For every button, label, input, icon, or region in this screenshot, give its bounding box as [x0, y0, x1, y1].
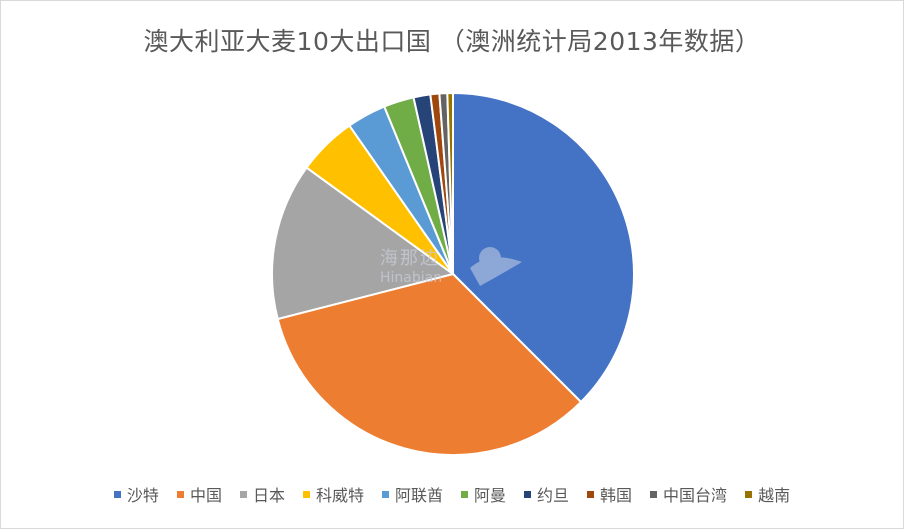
legend-swatch — [302, 490, 310, 498]
legend-label: 科威特 — [315, 486, 364, 505]
pie-slice-1 — [276, 272, 583, 456]
legend-item-1: 中国 — [176, 482, 222, 506]
legend-swatch — [524, 490, 532, 498]
pie-slices — [271, 91, 636, 456]
watermark-en: Hinabian — [380, 270, 443, 286]
legend-label: 日本 — [252, 486, 285, 505]
legend-label: 越南 — [758, 486, 791, 505]
legend-label: 阿曼 — [474, 486, 507, 505]
legend-label: 韩国 — [600, 486, 633, 505]
legend-swatch — [650, 490, 658, 498]
pie-slice-9 — [446, 91, 454, 275]
legend-item-6: 约旦 — [524, 482, 569, 506]
legend-swatch — [113, 490, 121, 498]
legend-swatch — [381, 490, 389, 498]
legend-item-0: 沙特 — [113, 482, 159, 506]
legend-swatch — [587, 490, 595, 498]
legend-item-9: 越南 — [745, 482, 790, 506]
legend-swatch — [461, 490, 468, 498]
legend-swatch — [745, 490, 753, 498]
watermark-logo — [470, 247, 522, 286]
legend-label: 中国台湾 — [663, 486, 728, 505]
pie-slice-0 — [452, 91, 636, 404]
legend-label: 沙特 — [126, 486, 159, 505]
legend-swatch — [239, 490, 247, 498]
legend-label: 中国 — [189, 486, 222, 505]
watermark-cn: 海那边 — [380, 248, 440, 269]
legend-label: 阿联酋 — [394, 486, 443, 505]
legend: 沙特 中国 日本 科威特 阿联酋 阿曼 约旦 韩国 中国台湾 越南 — [0, 482, 904, 506]
pie-slice-2 — [271, 166, 456, 321]
legend-item-3: 科威特 — [302, 482, 364, 506]
watermark: 海那边 Hinabian — [380, 244, 442, 286]
legend-label: 约旦 — [537, 486, 570, 505]
legend-swatch — [176, 490, 184, 498]
legend-item-8: 中国台湾 — [650, 482, 727, 506]
chart-title: 澳大利亚大麦10大出口国 （澳洲统计局2013年数据） — [143, 27, 761, 56]
legend-item-5: 阿曼 — [461, 482, 506, 506]
legend-item-4: 阿联酋 — [381, 482, 443, 506]
legend-item-7: 韩国 — [587, 482, 632, 506]
legend-item-2: 日本 — [239, 482, 285, 506]
